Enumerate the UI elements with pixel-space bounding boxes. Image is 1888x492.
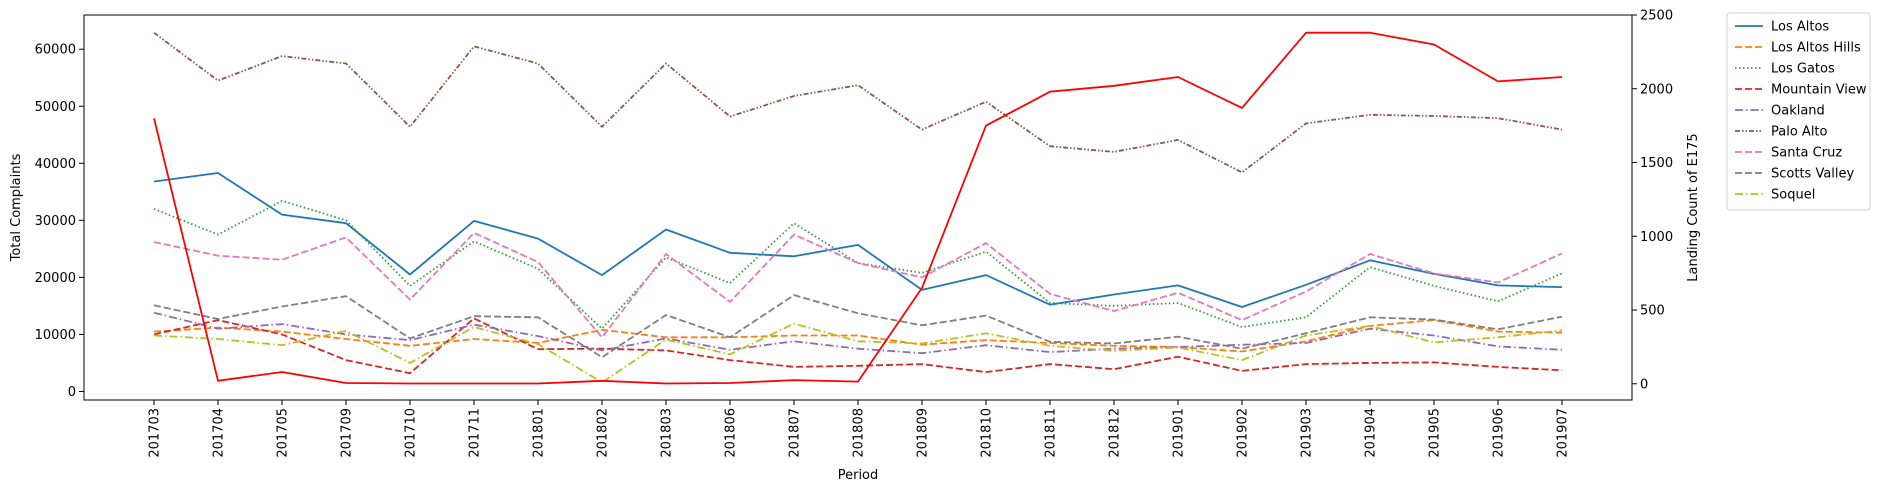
x-tick-label: 201807 <box>788 408 803 458</box>
x-tick-label: 201905 <box>1428 408 1443 458</box>
series-line <box>153 311 1563 355</box>
x-tick-label: 201902 <box>1236 408 1251 458</box>
series-line <box>153 322 1563 384</box>
y2-tick-label: 2500 <box>1640 9 1673 24</box>
x-tick-label: 201810 <box>980 408 995 458</box>
x-axis: 201703 201704 201705 201709 201710 201711 2018… <box>148 400 1571 458</box>
series-line <box>153 319 1563 353</box>
x-tick-label: 201903 <box>1300 408 1315 458</box>
y-tick-label: 40000 <box>35 157 76 172</box>
x-tick-label: 201808 <box>852 408 867 458</box>
y-tick-label: 30000 <box>35 214 76 229</box>
legend-label: Scotts Valley <box>1771 167 1855 182</box>
legend-label: Los Gatos <box>1771 62 1835 77</box>
right-axis: 0 500 1000 1500 2000 2500 <box>1632 9 1673 392</box>
legend: Los Altos Los Altos Hills Los Gatos Mountai… <box>1726 12 1871 211</box>
legend-label: Palo Alto <box>1771 125 1828 140</box>
x-tick-label: 201906 <box>1492 408 1507 458</box>
x-tick-label: 201704 <box>212 408 227 458</box>
series-layer <box>153 31 1563 385</box>
x-tick-label: 201705 <box>276 408 291 458</box>
x-tick-label: 201811 <box>1044 408 1059 458</box>
y-tick-label: 50000 <box>35 100 76 115</box>
x-tick-label: 201907 <box>1556 408 1571 458</box>
legend-label: Los Altos <box>1771 20 1829 35</box>
y-tick-label: 20000 <box>35 271 76 286</box>
x-tick-label: 201806 <box>724 408 739 458</box>
y-tick-label: 10000 <box>35 328 76 343</box>
legend-label: Oakland <box>1771 104 1825 119</box>
y2-axis-title: Landing Count of E175 <box>1686 133 1701 281</box>
y-tick-label: 0 <box>68 385 76 400</box>
left-axis: 0 10000 20000 30000 40000 50000 60000 <box>35 43 84 400</box>
x-tick-label: 201711 <box>468 408 483 458</box>
y2-tick-label: 2000 <box>1640 82 1673 97</box>
legend-box <box>1726 12 1871 211</box>
series-line <box>153 31 1563 385</box>
legend-label: Soquel <box>1771 188 1815 203</box>
legend-label: Santa Cruz <box>1771 146 1842 161</box>
y-axis-title: Total Complaints <box>9 153 24 262</box>
x-tick-label: 201812 <box>1108 408 1123 458</box>
series-line <box>153 231 1563 339</box>
x-tick-label: 201803 <box>660 408 675 458</box>
series-line <box>153 317 1563 375</box>
x-axis-title: Period <box>838 468 879 483</box>
x-tick-label: 201703 <box>148 408 163 458</box>
x-tick-label: 201809 <box>916 408 931 458</box>
series-line <box>153 294 1563 359</box>
x-tick-label: 201801 <box>532 408 547 458</box>
y2-tick-label: 0 <box>1640 377 1648 392</box>
x-tick-label: 201802 <box>596 408 611 458</box>
y2-tick-label: 500 <box>1640 304 1665 319</box>
plot-frame <box>83 14 1633 401</box>
x-tick-label: 201904 <box>1364 408 1379 458</box>
y-tick-label: 60000 <box>35 43 76 58</box>
legend-label: Los Altos Hills <box>1771 41 1861 56</box>
x-tick-label: 201901 <box>1172 408 1187 458</box>
legend-label: Mountain View <box>1771 83 1867 98</box>
x-tick-label: 201709 <box>340 408 355 458</box>
series-line <box>153 172 1563 308</box>
series-line <box>153 31 1563 174</box>
y2-tick-label: 1000 <box>1640 230 1673 245</box>
y2-tick-label: 1500 <box>1640 156 1673 171</box>
x-tick-label: 201710 <box>404 408 419 458</box>
series-line <box>153 199 1563 330</box>
